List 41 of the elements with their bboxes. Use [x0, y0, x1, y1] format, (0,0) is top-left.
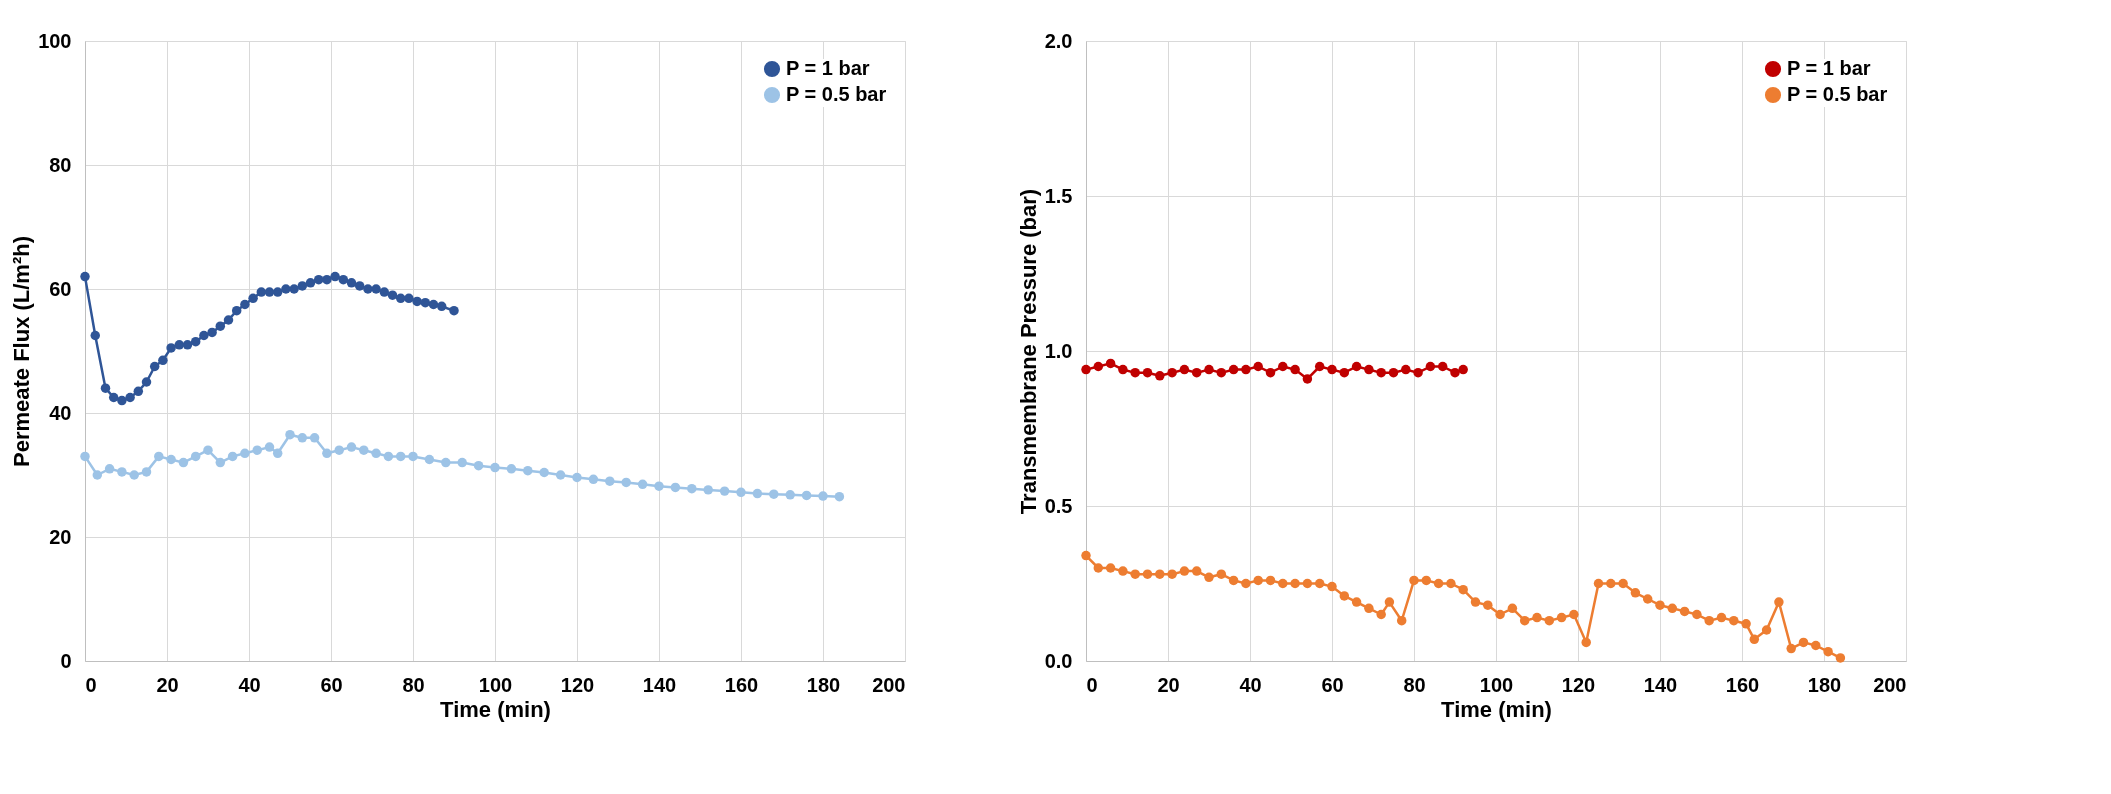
x-tick-label: 40: [238, 673, 261, 696]
y-tick-label: 100: [38, 29, 72, 52]
x-tick-label: 160: [1725, 673, 1760, 696]
legend-label: P = 1 bar: [1787, 57, 1871, 79]
legend-label: P = 0.5 bar: [1787, 83, 1888, 105]
y-tick-label: 60: [49, 277, 72, 300]
y-tick-label: 2.0: [1044, 29, 1073, 52]
x-tick-label: 180: [806, 673, 841, 696]
x-tick-label: 140: [1643, 673, 1678, 696]
x-tick-label: 20: [1157, 673, 1180, 696]
x-tick-label: 200: [1873, 673, 1907, 696]
x-tick-label: 120: [1561, 673, 1596, 696]
y-tick-label: 20: [49, 525, 72, 548]
x-tick-label: 80: [1403, 673, 1426, 696]
x-tick-label: 120: [560, 673, 595, 696]
x-tick-label: 0: [85, 673, 97, 696]
x-axis-title: Time (min): [440, 696, 551, 722]
x-tick-label: 200: [872, 673, 906, 696]
x-tick-label: 180: [1807, 673, 1842, 696]
y-tick-label: 40: [49, 401, 72, 424]
x-tick-label: 60: [1321, 673, 1344, 696]
x-tick-label: 80: [402, 673, 425, 696]
x-tick-label: 100: [478, 673, 513, 696]
x-axis-title: Time (min): [1441, 696, 1552, 722]
x-tick-label: 0: [1086, 673, 1098, 696]
y-axis-title: Transmembrane Pressure (bar): [1015, 188, 1041, 515]
x-tick-label: 20: [156, 673, 179, 696]
x-tick-label: 100: [1479, 673, 1514, 696]
y-tick-label: 80: [49, 153, 72, 176]
x-tick-label: 140: [642, 673, 677, 696]
legend-label: P = 1 bar: [786, 57, 870, 79]
x-tick-label: 40: [1239, 673, 1262, 696]
y-tick-label: 0: [60, 649, 72, 672]
y-tick-label: 1.5: [1044, 184, 1073, 207]
legend-label: P = 0.5 bar: [786, 83, 887, 105]
y-tick-label: 0.5: [1044, 494, 1073, 517]
y-tick-label: 0.0: [1044, 649, 1073, 672]
x-tick-label: 160: [724, 673, 759, 696]
y-tick-label: 1.0: [1044, 339, 1073, 362]
x-tick-label: 60: [320, 673, 343, 696]
y-axis-title: Permeate Flux (L/m²h): [9, 235, 35, 468]
